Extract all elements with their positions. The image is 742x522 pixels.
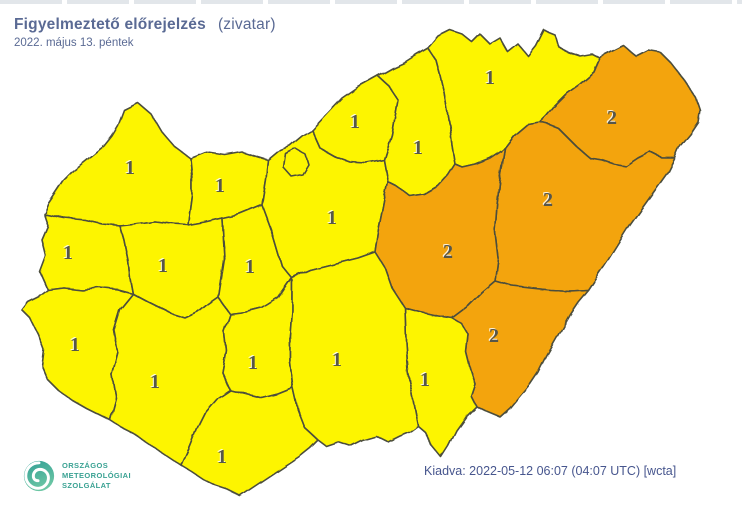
county-warning-level-label: 1 [248,352,258,374]
county-warning-level-label: 1 [125,157,135,179]
county-warning-level-label: 1 [157,254,167,276]
county-warning-level-label: 1 [216,445,226,467]
county-warning-level-label: 1 [158,255,168,277]
county-warning-level-label: 1 [244,255,254,277]
logo-line-1: ORSZÁGOS [62,461,109,471]
county-gyms[interactable] [43,102,193,227]
page-header: Figyelmeztető előrejelzés (zivatar) 2022.… [14,16,276,49]
omsz-logo: ORSZÁGOS METEOROLÓGIAI SZOLGÁLAT [22,459,131,493]
county-warning-level-label: 1 [412,136,422,158]
county-warning-level-label: 1 [214,174,224,196]
forecast-date: 2022. május 13. péntek [14,37,134,49]
county-warning-level-label: 1 [124,156,134,178]
county-warning-level-label: 1 [327,207,337,229]
county-warning-level-label: 2 [543,189,553,211]
issued-timestamp: Kiadva: 2022-05-12 06:07 (04:07 UTC) [wc… [424,464,677,478]
county-warning-level-label: 2 [488,324,498,346]
title-hazard-type: (zivatar) [217,16,276,33]
county-warning-level-label: 1 [331,348,341,370]
county-bacs[interactable] [289,251,419,447]
logo-line-2: METEOROLÓGIAI [62,471,131,481]
cyclone-swirl-icon [23,460,55,492]
county-warning-level-label: 1 [149,370,159,392]
county-warning-level-label: 1 [349,110,359,132]
county-warning-level-label: 1 [215,175,225,197]
county-bekes[interactable] [451,280,589,418]
county-warning-level-label: 2 [443,241,453,263]
county-warning-level-label: 1 [69,333,79,355]
county-warning-level-label: 1 [150,371,160,393]
top-tab-strip-remnant [0,0,742,4]
county-warning-level-label: 2 [606,106,616,128]
county-warning-level-label: 2 [442,240,452,262]
county-warning-level-label: 1 [350,111,360,133]
county-warning-level-label: 1 [217,446,227,468]
county-warning-level-label: 1 [63,242,73,264]
county-csongrad[interactable] [404,307,477,458]
county-warning-level-label: 1 [484,66,494,88]
county-warning-level-label: 1 [70,334,80,356]
county-warning-level-label: 1 [413,137,423,159]
county-warning-level-label: 1 [62,241,72,263]
county-warning-level-label: 2 [607,107,617,129]
county-budapest[interactable] [283,148,310,178]
county-warning-level-label: 1 [332,349,342,371]
county-warning-level-label: 1 [326,206,336,228]
page-title: Figyelmeztető előrejelzés (zivatar) [14,16,276,34]
county-zala[interactable] [21,287,134,421]
logo-line-3: SZOLGÁLAT [62,480,111,490]
county-warning-level-label: 1 [245,256,255,278]
county-warning-level-label: 2 [489,325,499,347]
county-warning-level-label: 2 [542,188,552,210]
county-warning-level-label: 1 [419,368,429,390]
county-warning-level-label: 1 [420,369,430,391]
title-text: Figyelmeztető előrejelzés [14,16,206,33]
omsz-logo-text: ORSZÁGOS METEOROLÓGIAI SZOLGÁLAT [62,461,131,490]
county-warning-level-label: 1 [247,351,257,373]
county-warning-level-label: 1 [485,67,495,89]
county-vas[interactable] [39,213,134,295]
